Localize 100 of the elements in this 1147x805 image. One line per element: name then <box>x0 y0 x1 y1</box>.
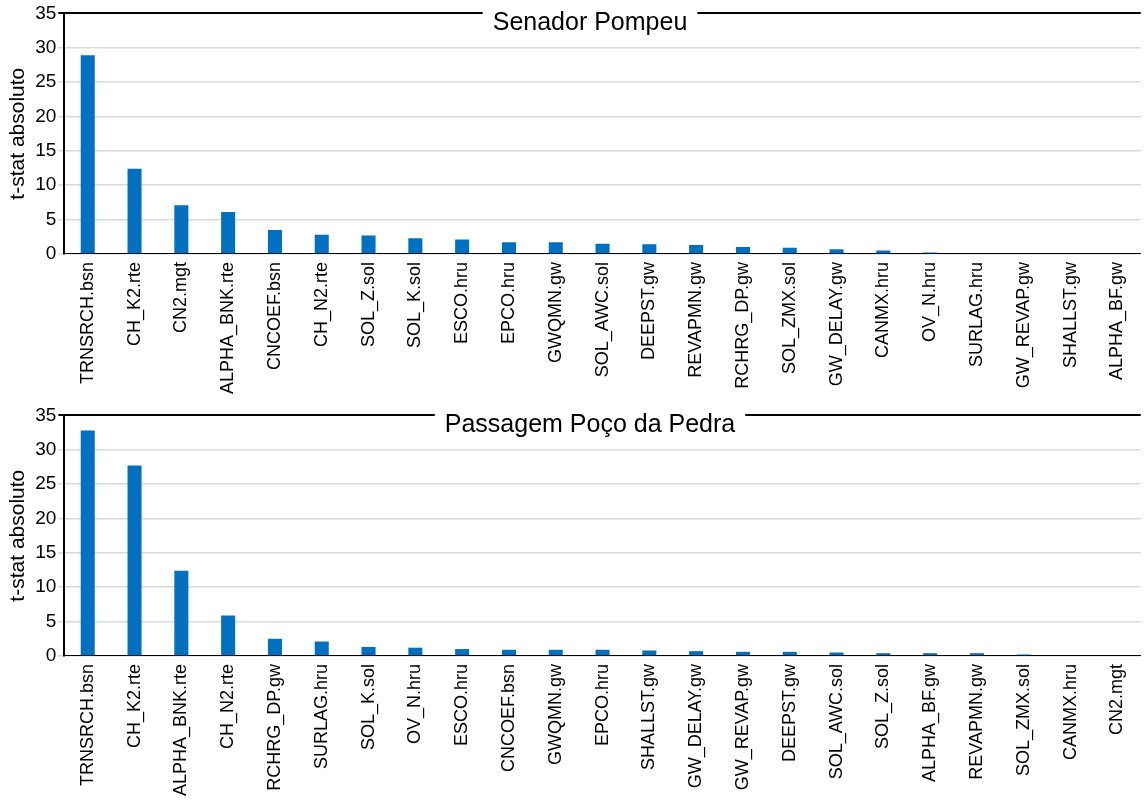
bar <box>314 641 329 656</box>
bar <box>408 647 423 656</box>
x-tick-label: SOL_K.sol <box>404 261 426 348</box>
bar <box>267 229 282 254</box>
x-tick-label: OV_N.hru <box>404 663 426 744</box>
bar <box>969 653 984 656</box>
bar <box>361 647 376 656</box>
x-tick-label: SOL_AWC.sol <box>591 261 613 378</box>
bar <box>782 247 797 254</box>
x-tick-label: ESCO.hru <box>451 261 472 344</box>
y-tick-label: 20 <box>35 506 57 528</box>
bar <box>876 653 891 656</box>
x-tick-label: CH_N2.rte <box>310 261 332 347</box>
x-tick-label: CNCOEF.bsn <box>263 261 284 370</box>
x-tick-label: GWQMN.gw <box>544 260 565 363</box>
x-tick-label: ESCO.hru <box>451 663 472 746</box>
x-tick-label: SOL_ZMX.sol <box>1012 663 1034 776</box>
x-tick-label: SURLAG.hru <box>310 663 331 769</box>
x-tick-label: SHALLST.gw <box>638 662 659 771</box>
y-axis-title: t-stat absoluto <box>5 469 29 602</box>
x-tick-label: EPCO.hru <box>497 261 518 344</box>
bar <box>455 649 470 656</box>
y-tick-label: 15 <box>35 541 57 563</box>
bar <box>314 234 329 254</box>
y-tick-label: 10 <box>35 173 57 195</box>
bar <box>689 651 704 656</box>
x-tick-label: GW_REVAP.gw <box>1012 260 1034 389</box>
x-tick-label: ALPHA_BNK.rte <box>170 663 192 797</box>
bar <box>923 653 938 656</box>
x-tick-label: RCHRG_DP.gw <box>263 662 285 791</box>
x-tick-label: SURLAG.hru <box>965 261 986 367</box>
x-tick-label: ALPHA_BF.gw <box>1106 260 1128 381</box>
x-tick-label: TRNSRCH.bsn <box>76 261 97 384</box>
bar <box>174 205 189 254</box>
y-tick-label: 15 <box>35 139 57 161</box>
x-tick-label: OV_N.hru <box>919 261 941 342</box>
x-tick-label: CH_N2.rte <box>217 663 239 749</box>
bar <box>408 238 423 254</box>
bar <box>595 649 610 656</box>
bar <box>642 244 657 254</box>
bar <box>548 242 563 254</box>
bar <box>174 570 189 656</box>
y-tick-label: 30 <box>35 36 57 57</box>
bar <box>829 249 844 254</box>
x-tick-label: SOL_Z.sol <box>357 261 379 347</box>
x-tick-label: GW_DELAY.gw <box>825 260 847 387</box>
bar <box>735 247 750 254</box>
bar <box>127 168 142 254</box>
bar <box>80 55 95 254</box>
bar <box>127 465 142 656</box>
y-tick-label: 10 <box>35 575 57 597</box>
x-tick-label: CN2.mgt <box>170 261 191 333</box>
y-tick-label: 5 <box>45 609 57 631</box>
y-tick-label: 0 <box>45 242 57 264</box>
bar <box>595 243 610 254</box>
bar <box>361 235 376 254</box>
bar <box>501 649 516 656</box>
x-tick-label: RCHRG_DP.gw <box>731 260 753 389</box>
chart-title: Passagem Poço da Pedra <box>444 409 736 438</box>
y-tick-label: 35 <box>35 1 57 23</box>
chart-title: Senador Pompeu <box>492 7 688 36</box>
x-tick-label: REVAPMN.gw <box>965 662 986 780</box>
y-tick-label: 5 <box>45 207 57 229</box>
x-tick-label: DEEPST.gw <box>778 662 799 762</box>
bar <box>642 650 657 656</box>
y-tick-label: 35 <box>35 403 57 425</box>
y-axis-title: t-stat absoluto <box>5 67 29 200</box>
x-tick-label: EPCO.hru <box>591 663 612 746</box>
x-tick-label: CN2.mgt <box>1106 663 1127 735</box>
x-tick-label: ALPHA_BF.gw <box>919 662 941 783</box>
bar <box>80 430 95 656</box>
x-tick-label: SHALLST.gw <box>1059 260 1080 369</box>
x-tick-label: DEEPST.gw <box>638 260 659 360</box>
x-tick-label: ALPHA_BNK.rte <box>217 261 239 395</box>
bar <box>501 242 516 254</box>
y-tick-label: 20 <box>35 104 57 126</box>
y-tick-label: 25 <box>35 70 57 92</box>
x-tick-label: GWQMN.gw <box>544 662 565 765</box>
x-tick-label: SOL_AWC.sol <box>825 663 847 780</box>
x-tick-label: CH_K2.rte <box>123 663 145 748</box>
x-tick-label: GW_DELAY.gw <box>685 662 707 789</box>
x-tick-label: SOL_Z.sol <box>872 663 894 749</box>
x-tick-label: CANMX.hru <box>872 261 893 358</box>
x-tick-label: CH_K2.rte <box>123 261 145 346</box>
bar <box>689 245 704 254</box>
bar <box>221 212 236 254</box>
bar <box>267 638 282 656</box>
x-tick-label: GW_REVAP.gw <box>731 662 753 791</box>
x-tick-label: TRNSRCH.bsn <box>76 663 97 786</box>
x-tick-label: SOL_ZMX.sol <box>778 261 800 374</box>
x-tick-label: SOL_K.sol <box>357 663 379 750</box>
x-tick-label: CANMX.hru <box>1059 663 1080 760</box>
bar <box>455 239 470 254</box>
y-tick-label: 0 <box>45 644 57 666</box>
y-tick-label: 25 <box>35 472 57 494</box>
x-tick-label: REVAPMN.gw <box>685 260 706 378</box>
x-tick-label: CNCOEF.bsn <box>497 663 518 772</box>
bar <box>548 649 563 656</box>
y-tick-label: 30 <box>35 438 57 459</box>
bar <box>221 615 236 656</box>
